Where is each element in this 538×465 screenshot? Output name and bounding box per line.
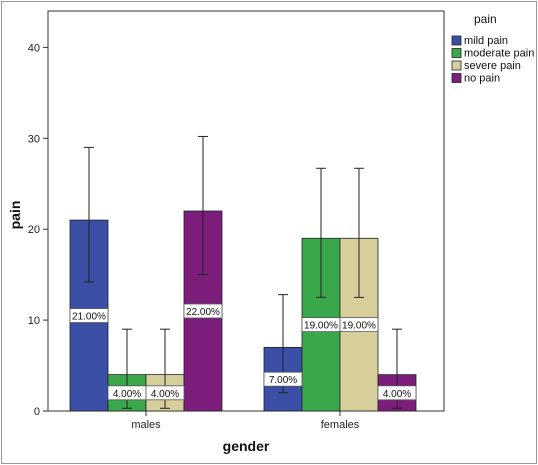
data-label-box <box>145 385 185 401</box>
y-tick-label: 0 <box>34 406 40 418</box>
x-tick-label: females <box>321 419 360 431</box>
legend-title: pain <box>474 12 497 26</box>
legend-label: mild pain <box>464 35 508 47</box>
data-label-box <box>69 308 109 323</box>
data-label-box <box>183 303 223 319</box>
legend-swatch <box>451 48 462 58</box>
data-label-box <box>377 385 417 401</box>
legend-swatch <box>451 35 462 46</box>
legend-swatch <box>451 73 462 83</box>
x-tick-label: males <box>131 419 161 431</box>
legend-label: no pain <box>464 73 500 85</box>
y-tick-label: 20 <box>28 224 40 236</box>
data-label: 21.00% <box>72 312 106 323</box>
x-axis-ticks: males females <box>131 411 360 431</box>
y-axis-title: pain <box>7 201 23 230</box>
data-label: 4.00% <box>151 389 179 400</box>
data-label: 19.00% <box>342 321 376 332</box>
data-label: 4.00% <box>113 389 141 400</box>
y-tick-label: 40 <box>28 42 40 54</box>
data-label: 4.00% <box>383 389 411 400</box>
legend-swatch <box>451 60 462 71</box>
data-labels: 21.00% 4.00% 4.00% 22.00% 7.00% 19.00% 19.00% 4… <box>69 303 417 401</box>
y-axis-ticks: 0 10 20 30 40 <box>28 42 48 418</box>
data-label-box <box>339 317 379 333</box>
data-label-box <box>263 371 303 387</box>
y-tick-label: 10 <box>28 315 40 327</box>
x-axis-title: gender <box>223 438 270 454</box>
data-label: 7.00% <box>269 375 297 386</box>
data-label: 19.00% <box>304 321 338 332</box>
legend-label: moderate pain <box>464 48 534 60</box>
y-tick-label: 30 <box>28 133 40 145</box>
data-label: 22.00% <box>186 307 220 318</box>
legend-label: severe pain <box>464 60 521 72</box>
